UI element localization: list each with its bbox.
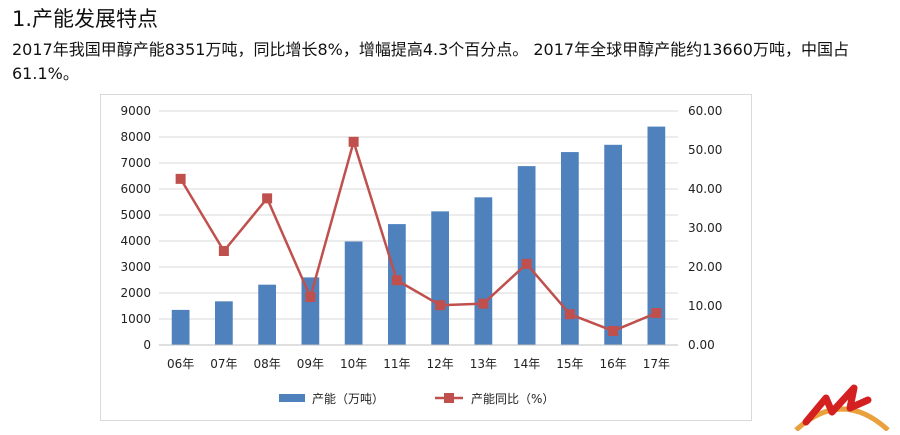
- x-tick-label: 15年: [556, 357, 583, 371]
- line-point: [175, 173, 186, 184]
- x-tick-label: 13年: [470, 357, 497, 371]
- y-left-tick-label: 5000: [120, 208, 151, 222]
- logo-emblem: [792, 378, 892, 435]
- x-tick-label: 14年: [513, 357, 540, 371]
- y-left-tick-label: 2000: [120, 286, 151, 300]
- x-tick-label: 16年: [599, 357, 626, 371]
- page-heading: 1.产能发展特点: [12, 7, 159, 31]
- y-right-tick-label: 0.00: [688, 338, 715, 352]
- legend-swatch-bar: [279, 394, 305, 402]
- summary-paragraph: 2017年我国甲醇产能8351万吨，同比增长8%，增幅提高4.3个百分点。 20…: [12, 40, 849, 83]
- capacity-chart: 0 1000 2000 3000 4000 5000 6000 7000 8000 9000 0.0…: [120, 104, 722, 406]
- y-right-tick-label: 60.00: [688, 104, 722, 118]
- y-right-tick-label: 10.00: [688, 299, 722, 313]
- y-left-tick-label: 4000: [120, 234, 151, 248]
- y-right-tick-label: 50.00: [688, 143, 722, 157]
- bar: [561, 152, 579, 345]
- y-left-tick-label: 1000: [120, 312, 151, 326]
- line-point: [218, 246, 229, 257]
- legend-swatch-marker: [444, 393, 454, 403]
- y-left-tick-label: 0: [143, 338, 151, 352]
- x-tick-label: 06年: [167, 357, 194, 371]
- line-point: [521, 258, 532, 269]
- chart-container: 0 1000 2000 3000 4000 5000 6000 7000 8000 9000 0.0…: [100, 94, 752, 421]
- line-point: [391, 275, 402, 286]
- x-tick-label: 10年: [340, 357, 367, 371]
- line-point: [348, 136, 359, 147]
- line-point: [651, 308, 662, 319]
- y-left-tick-label: 9000: [120, 104, 151, 118]
- y-left-tick-label: 8000: [120, 130, 151, 144]
- y-right-tick-label: 40.00: [688, 182, 722, 196]
- x-tick-label: 17年: [643, 357, 670, 371]
- bar: [517, 166, 536, 345]
- legend-label-line: 产能同比（%）: [471, 392, 554, 406]
- bar: [604, 144, 622, 345]
- legend-label-bar: 产能（万吨）: [312, 392, 384, 406]
- y-right-tick-label: 30.00: [688, 221, 722, 235]
- line-point: [262, 193, 273, 204]
- y-left-tick-label: 6000: [120, 182, 151, 196]
- y-left-tick-label: 3000: [120, 260, 151, 274]
- x-tick-label: 11年: [383, 357, 410, 371]
- line-point: [564, 309, 575, 320]
- x-tick-label: 12年: [426, 357, 453, 371]
- bar: [171, 309, 190, 345]
- line-point: [478, 298, 489, 309]
- x-tick-label: 09年: [297, 357, 324, 371]
- x-tick-label: 07年: [210, 357, 237, 371]
- bar: [215, 301, 233, 345]
- bar: [301, 277, 320, 345]
- x-tick-label: 08年: [253, 357, 280, 371]
- bar: [474, 197, 493, 345]
- bar: [344, 241, 363, 345]
- y-left-tick-label: 7000: [120, 156, 151, 170]
- bar: [258, 284, 276, 345]
- bar: [647, 126, 666, 345]
- line-point: [608, 325, 619, 336]
- yoy-line: [179, 140, 657, 333]
- bar: [431, 211, 449, 345]
- line-point: [305, 292, 316, 303]
- line-point: [435, 300, 446, 311]
- y-right-tick-label: 20.00: [688, 260, 722, 274]
